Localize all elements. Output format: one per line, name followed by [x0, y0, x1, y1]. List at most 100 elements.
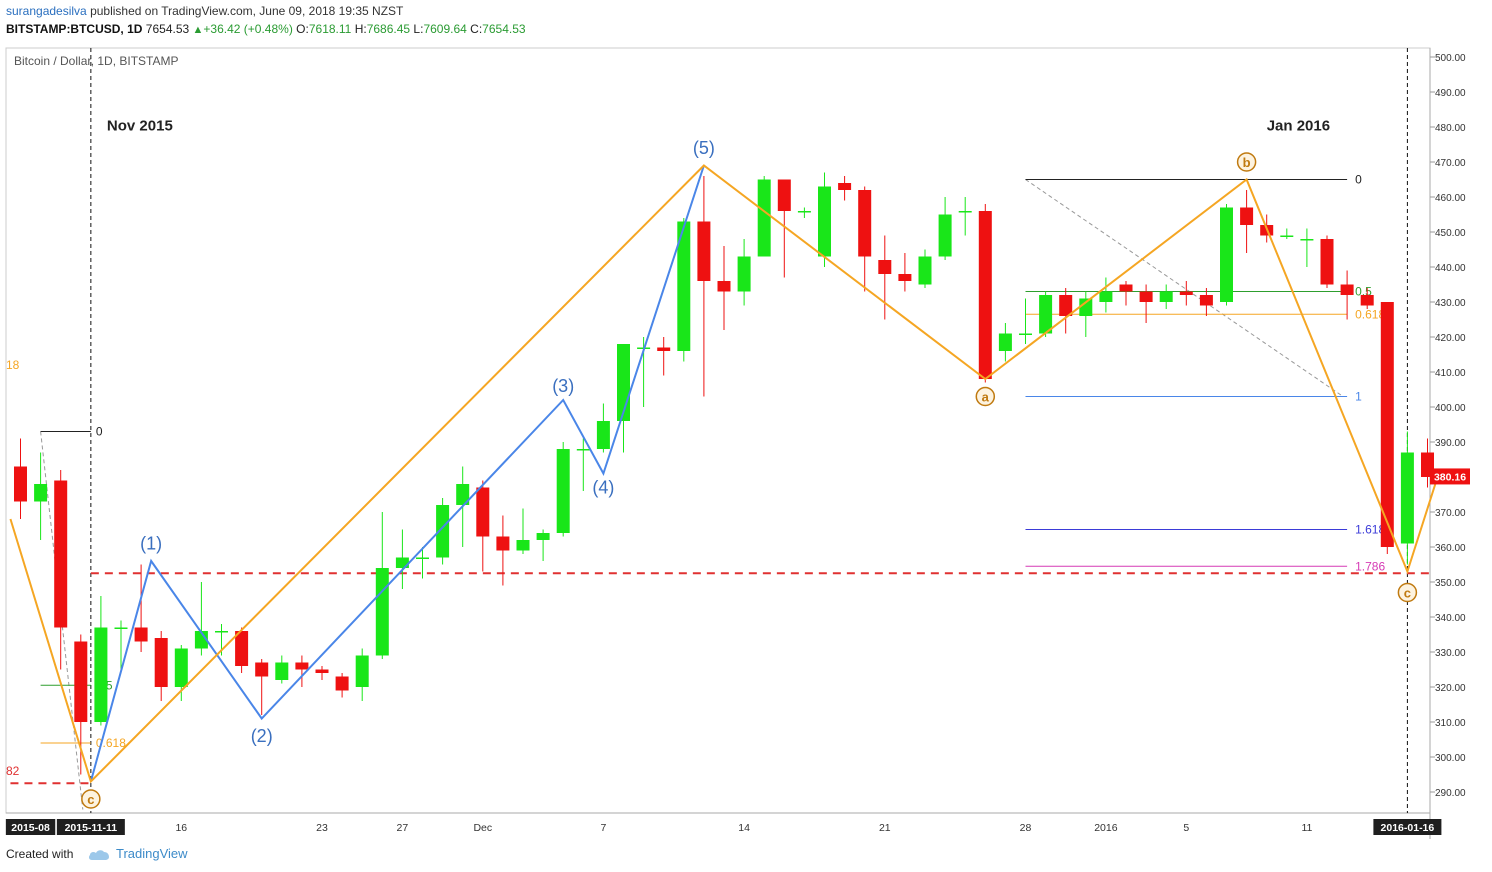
candle-up[interactable] — [998, 333, 1012, 352]
y-tick-label: 400.00 — [1435, 403, 1466, 414]
candle-up[interactable] — [1220, 207, 1233, 303]
candle-up[interactable] — [1019, 333, 1032, 336]
candle-up[interactable] — [275, 662, 289, 681]
candle-up[interactable] — [918, 256, 932, 285]
candle-down[interactable] — [14, 466, 27, 502]
fib-level-label: 0.618 — [96, 736, 126, 750]
candle-down[interactable] — [858, 190, 872, 257]
candle-up[interactable] — [576, 449, 590, 451]
candle-up[interactable] — [1079, 298, 1093, 317]
offscreen-level-label: 18 — [6, 358, 20, 372]
candle-up[interactable] — [1039, 295, 1053, 334]
candle-down[interactable] — [777, 179, 791, 212]
candle-down[interactable] — [1119, 284, 1133, 292]
date-box — [5, 819, 56, 835]
y-tick-label: 310.00 — [1435, 718, 1466, 729]
fib-level-label: 1.786 — [1355, 559, 1385, 573]
wave-label: b — [1243, 155, 1251, 170]
author-link[interactable]: surangadesilva — [6, 4, 87, 18]
candle-down[interactable] — [154, 638, 168, 687]
candle-down[interactable] — [476, 487, 490, 537]
candle-down[interactable] — [74, 641, 88, 723]
candle-up[interactable] — [114, 627, 128, 630]
candle-down[interactable] — [717, 281, 731, 292]
cloud-icon — [88, 849, 109, 860]
candle-down[interactable] — [1240, 207, 1254, 226]
x-tick-label: 2016-01-16 — [1381, 822, 1435, 834]
candle-up[interactable] — [215, 631, 228, 633]
candle-down[interactable] — [1380, 302, 1394, 547]
candle-down[interactable] — [1139, 291, 1153, 303]
date-annotation: Jan 2016 — [1267, 118, 1330, 135]
candle-down[interactable] — [978, 211, 992, 379]
candle-up[interactable] — [355, 655, 369, 688]
candle-up[interactable] — [516, 540, 530, 551]
tradingview-link[interactable]: TradingView — [88, 846, 188, 861]
candle-down[interactable] — [1320, 239, 1334, 285]
candle-down[interactable] — [134, 627, 148, 642]
candle-up[interactable] — [34, 484, 48, 502]
y-tick-label: 450.00 — [1435, 228, 1466, 239]
price-chart[interactable]: Bitcoin / Dollar, 1D, BITSTAMP 290.00 300.… — [0, 44, 1492, 840]
candle-up[interactable] — [797, 211, 811, 213]
wave-label-circle — [975, 386, 996, 407]
candle-down[interactable] — [335, 676, 349, 691]
candle-up[interactable] — [1400, 452, 1414, 544]
candle-up[interactable] — [436, 505, 450, 558]
candle-down[interactable] — [496, 536, 510, 551]
candle-up[interactable] — [94, 627, 108, 723]
candle-up[interactable] — [596, 421, 610, 449]
y-tick-label: 360.00 — [1435, 543, 1466, 554]
elliott-wave-impulse-line[interactable] — [89, 165, 705, 782]
chart-header: surangadesilva published on TradingView.… — [0, 0, 1492, 44]
candle-down[interactable] — [1059, 295, 1073, 316]
wave-label-circle — [81, 789, 101, 809]
offscreen-level-label: 82 — [6, 764, 20, 778]
x-tick-label: 16 — [175, 822, 187, 834]
candle-up[interactable] — [1159, 291, 1173, 303]
candle-down[interactable] — [898, 274, 912, 281]
candle-up[interactable] — [174, 648, 188, 688]
wave-label: (1) — [140, 534, 162, 554]
candle-down[interactable] — [657, 347, 671, 352]
candle-up[interactable] — [737, 256, 751, 292]
candle-up[interactable] — [757, 179, 771, 257]
close-value: 7654.53 — [482, 22, 526, 36]
date-box — [56, 819, 125, 835]
candle-up[interactable] — [395, 557, 409, 569]
candle-down[interactable] — [315, 669, 329, 674]
candle-up[interactable] — [375, 568, 389, 656]
candle-down[interactable] — [54, 480, 68, 628]
fib-level-label: 1.618 — [1355, 523, 1385, 537]
candle-down[interactable] — [1179, 291, 1193, 296]
candle-up[interactable] — [1099, 291, 1113, 303]
candle-up[interactable] — [194, 631, 208, 649]
candle-up[interactable] — [556, 449, 570, 533]
candle-up[interactable] — [958, 211, 972, 213]
candle-up[interactable] — [938, 214, 952, 257]
candle-up[interactable] — [1280, 235, 1294, 238]
y-tick-label: 500.00 — [1435, 53, 1466, 64]
x-tick-label: 2015-11-11 — [65, 822, 118, 834]
candle-down[interactable] — [235, 631, 249, 666]
candle-down[interactable] — [1360, 295, 1374, 306]
low-label: L: — [413, 22, 424, 36]
candle-down[interactable] — [1199, 295, 1213, 306]
fib-trend-line — [1025, 179, 1344, 397]
candle-down[interactable] — [1340, 284, 1354, 296]
candle-up[interactable] — [1300, 239, 1314, 241]
high-label: H: — [354, 22, 367, 36]
candle-up[interactable] — [677, 221, 691, 352]
candle-up[interactable] — [416, 557, 429, 560]
candle-down[interactable] — [255, 662, 269, 677]
created-with-text: Created with — [6, 847, 74, 861]
candle-up[interactable] — [536, 533, 550, 540]
candle-down[interactable] — [838, 183, 852, 190]
x-tick-label: Dec — [473, 822, 492, 834]
candle-up[interactable] — [818, 186, 831, 257]
candle-down[interactable] — [697, 221, 711, 282]
candle-up[interactable] — [456, 484, 470, 505]
elliott-wave-correction-line[interactable] — [9, 164, 1439, 784]
candle-down[interactable] — [878, 260, 892, 274]
candle-down[interactable] — [295, 662, 309, 670]
